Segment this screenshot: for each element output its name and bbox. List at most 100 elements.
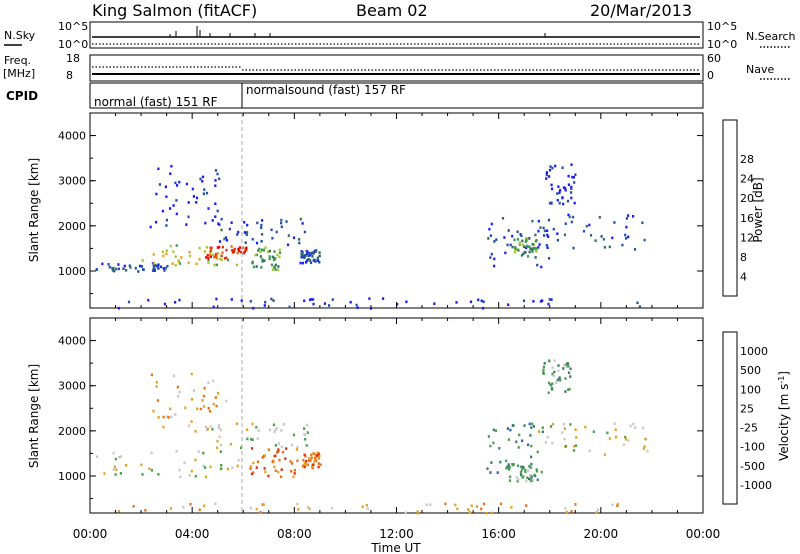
velocity-cell [169, 507, 172, 510]
velocity-cell [569, 367, 572, 371]
power-cell [154, 263, 157, 267]
velocity-cell [541, 426, 544, 429]
velocity-cell [150, 451, 153, 455]
velocity-cell [568, 387, 571, 391]
power-cell [239, 250, 242, 254]
power-cell [594, 239, 597, 242]
power-cell [480, 299, 483, 303]
velocity-cell [236, 464, 239, 468]
power-cell [312, 302, 315, 306]
power-cell [188, 250, 191, 254]
power-cell [174, 181, 177, 185]
power-cell [531, 248, 534, 252]
power-cell [529, 247, 532, 251]
power-cell [260, 248, 263, 252]
velocity-cell [644, 437, 647, 441]
power-cell [567, 174, 570, 178]
velocity-cell [572, 449, 576, 452]
power-cell [558, 191, 561, 194]
colorbar-tick-label: 20 [740, 192, 754, 205]
velocity-cell [280, 445, 283, 449]
velocity-cell [306, 505, 309, 509]
power-cell [300, 255, 303, 259]
velocity-cell [274, 454, 277, 458]
power-cell [161, 250, 164, 254]
power-cell [531, 247, 534, 250]
velocity-cell [499, 460, 502, 464]
power-cell [218, 245, 221, 249]
x-tick-label: 12:00 [379, 527, 414, 541]
power-cell [504, 251, 507, 255]
power-cell [314, 259, 317, 263]
freq-panel-frame [89, 54, 704, 82]
nave-tick-bottom: 0 [707, 69, 714, 82]
power-cell [172, 250, 175, 253]
power-cell [125, 269, 128, 272]
power-cell [561, 196, 564, 200]
velocity-cell [112, 452, 115, 455]
power-cell [165, 195, 168, 198]
velocity-cell [570, 510, 573, 513]
power-cell [570, 185, 573, 189]
power-cell [221, 245, 224, 249]
power-cell [503, 236, 506, 239]
beam-title: Beam 02 [356, 1, 428, 20]
power-cell [207, 207, 210, 210]
power-cell [178, 180, 181, 184]
nave-label: Nave [746, 63, 775, 76]
power-cell [369, 307, 373, 310]
velocity-cell [103, 472, 106, 475]
power-cell [355, 303, 358, 307]
velocity-cell [296, 445, 299, 449]
power-cell [482, 300, 485, 304]
velocity-cell [144, 509, 147, 512]
velocity-cell [124, 464, 128, 467]
velocity-cell [218, 435, 221, 439]
power-cell [155, 192, 158, 196]
power-cell [562, 186, 565, 189]
velocity-cell [305, 444, 308, 447]
colorbar-tick-label: -100 [740, 441, 765, 454]
velocity-cell [190, 469, 193, 473]
power-cell [301, 251, 304, 254]
power-cell [270, 228, 273, 232]
power-cell [547, 218, 551, 222]
velocity-cell [557, 369, 560, 373]
velocity-cell [303, 427, 306, 430]
power-cell [546, 246, 549, 249]
power-cell [487, 237, 490, 240]
velocity-cell [492, 441, 495, 445]
power-cell [521, 243, 524, 247]
velocity-cell [167, 416, 170, 419]
power-cell [230, 221, 233, 224]
velocity-cell [574, 503, 577, 506]
colorbar-frame [722, 331, 738, 505]
power-cell [564, 188, 567, 192]
velocity-cell [194, 430, 197, 433]
power-cell [526, 237, 529, 241]
velocity-cell [316, 453, 319, 457]
power-cell [405, 300, 408, 304]
velocity-cell [261, 456, 264, 459]
power-cell [280, 225, 283, 229]
x-tick-labels: 00:00 04:00 08:00 12:00 16:00 20:00 00:00 [73, 527, 721, 541]
power-cell [161, 209, 164, 213]
power-cell [331, 298, 334, 301]
power-cell [246, 223, 249, 227]
velocity-cell [555, 381, 558, 384]
power-cell [225, 256, 228, 260]
velocity-cell [249, 467, 252, 470]
velocity-cell [553, 370, 556, 374]
power-cell [275, 230, 278, 234]
power-cell [306, 259, 309, 262]
power-cell [543, 234, 546, 237]
velocity-cell [302, 459, 305, 462]
power-cell [490, 222, 493, 226]
freq-label: Freq. [4, 54, 32, 67]
power-cell [310, 261, 313, 265]
velocity-cell [564, 377, 567, 380]
velocity-cell [208, 410, 212, 413]
power-cell [548, 298, 551, 301]
power-x-axis [89, 113, 704, 308]
velocity-cell [252, 461, 255, 465]
